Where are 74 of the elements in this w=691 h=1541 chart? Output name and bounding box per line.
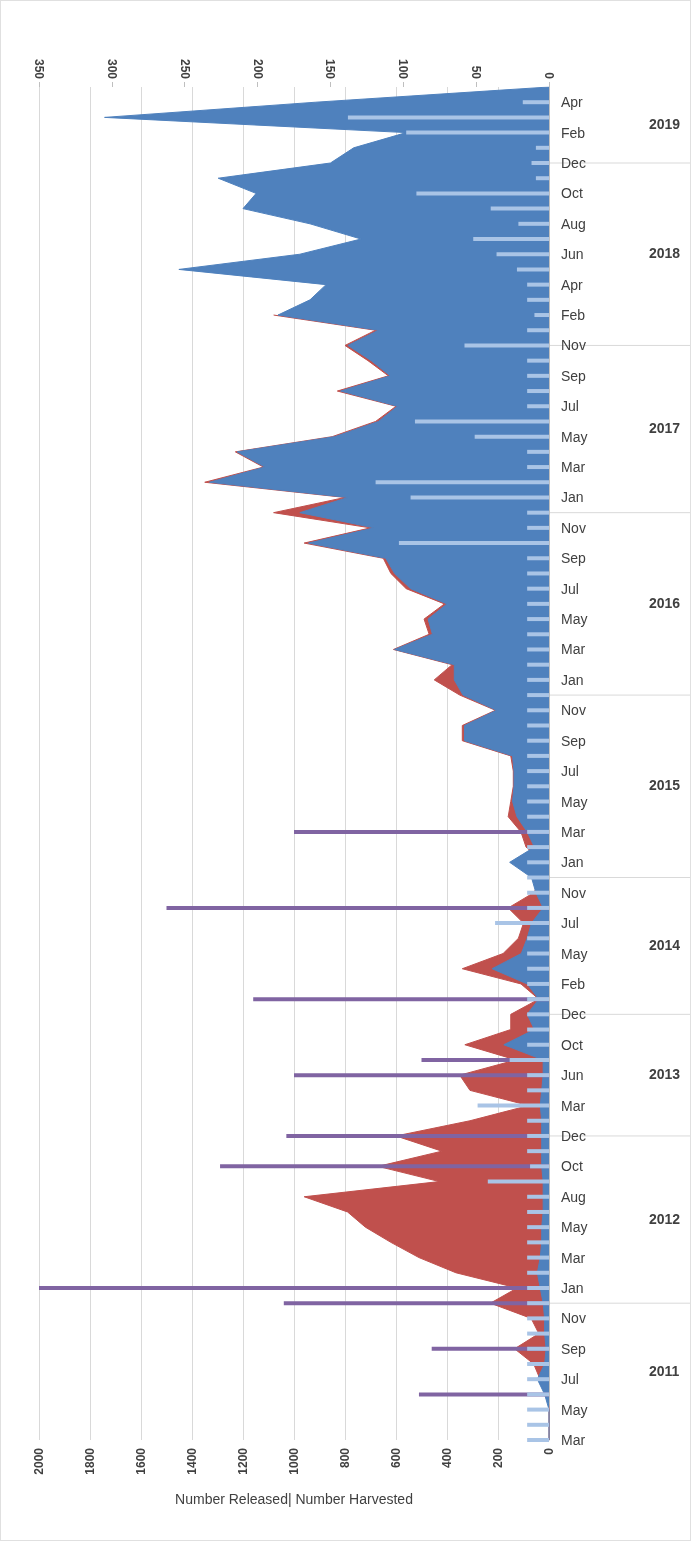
y-tick-label: Jan [561, 854, 584, 871]
y-tick-label: Nov [561, 884, 586, 901]
y-tick-label: May [561, 945, 588, 962]
y-tick-label: Feb [561, 124, 586, 141]
y-tick-label: Oct [561, 1158, 583, 1175]
y-tick-label: Dec [561, 1127, 586, 1144]
x-tick-label: 1000 [287, 1447, 301, 1475]
y-tick-label: Sep [561, 367, 587, 384]
text: 2012 [649, 1210, 681, 1227]
x-tick-label: 1200 [236, 1447, 250, 1475]
y-tick-label: Aug [561, 1188, 586, 1205]
x-tick-label: 0 [542, 1447, 556, 1455]
text: 2013 [649, 1066, 681, 1083]
y-tick-label: Jul [561, 1371, 579, 1388]
x2-tick-label: 100 [396, 58, 411, 80]
x-tick-label: 1800 [83, 1447, 97, 1475]
y-tick-label: Jul [561, 915, 579, 932]
y-tick-label: Mar [561, 459, 586, 476]
x-tick-label: 600 [389, 1447, 403, 1469]
y-tick-label: Mar [561, 1097, 586, 1114]
x-tick-label: 1600 [134, 1447, 148, 1475]
text: 2015 [649, 777, 681, 794]
text: 2011 [649, 1362, 680, 1379]
text: 2018 [649, 245, 681, 262]
x2-tick-label: 50 [469, 65, 484, 80]
y-tick-label: Nov [561, 702, 586, 719]
y-tick-label: Jan [561, 1279, 584, 1296]
y-tick-label: Dec [561, 1006, 586, 1023]
x2-tick-label: 300 [104, 58, 119, 80]
y-tick-label: Jul [561, 763, 579, 780]
y-tick-label: May [561, 428, 588, 445]
y-tick-label: Jun [561, 1067, 584, 1084]
x-tick-label: 2000 [32, 1447, 46, 1475]
y-tick-label: Mar [561, 641, 586, 658]
text: 2016 [649, 594, 681, 611]
y-tick-label: Feb [561, 975, 586, 992]
y-tick-label: Mar [561, 823, 586, 840]
y-tick-label: Nov [561, 519, 586, 536]
y-tick-label: Nov [561, 1310, 586, 1327]
y-tick-label: Jul [561, 580, 579, 597]
x2-tick-label: 0 [542, 72, 556, 80]
text: 2017 [649, 420, 681, 437]
y-tick-label: Jan [561, 671, 584, 688]
y-tick-label: Nov [561, 337, 586, 354]
x2-tick-label: 250 [177, 58, 192, 80]
x-tick-label: 800 [338, 1447, 352, 1469]
x2-tick-label: 200 [250, 58, 265, 80]
y-tick-label: Oct [561, 185, 583, 202]
y-tick-label: Jun [561, 246, 584, 263]
text: 2014 [649, 936, 681, 953]
y-tick-label: May [561, 1219, 588, 1236]
text: 2019 [649, 116, 681, 133]
y-tick-label: May [561, 611, 588, 628]
y-tick-label: Mar [561, 1432, 586, 1448]
y-tick-label: Jul [561, 398, 579, 415]
y-tick-label: Apr [561, 94, 584, 111]
y-tick-label: Dec [561, 155, 586, 172]
y-tick-label: Sep [561, 550, 587, 567]
y-tick-label: Apr [561, 276, 584, 293]
y-tick-label: Aug [561, 215, 586, 232]
y-tick-label: Mar [561, 1249, 586, 1266]
y-tick-label: May [561, 1401, 588, 1418]
x-tick-label: 1400 [185, 1447, 199, 1475]
x2-tick-label: 150 [323, 58, 338, 80]
y-tick-label: Sep [561, 732, 587, 749]
x-tick-label: 200 [491, 1447, 505, 1469]
x2-tick-label: 350 [32, 58, 46, 80]
y-tick-label: Oct [561, 1036, 583, 1053]
y-tick-label: May [561, 793, 588, 810]
y-tick-label: Sep [561, 1340, 587, 1357]
y-tick-label: Feb [561, 307, 586, 324]
y-tick-label: Jan [561, 489, 584, 506]
x-axis-title: Number Released| Number Harvested [175, 1491, 413, 1507]
x-tick-label: 400 [440, 1447, 454, 1469]
